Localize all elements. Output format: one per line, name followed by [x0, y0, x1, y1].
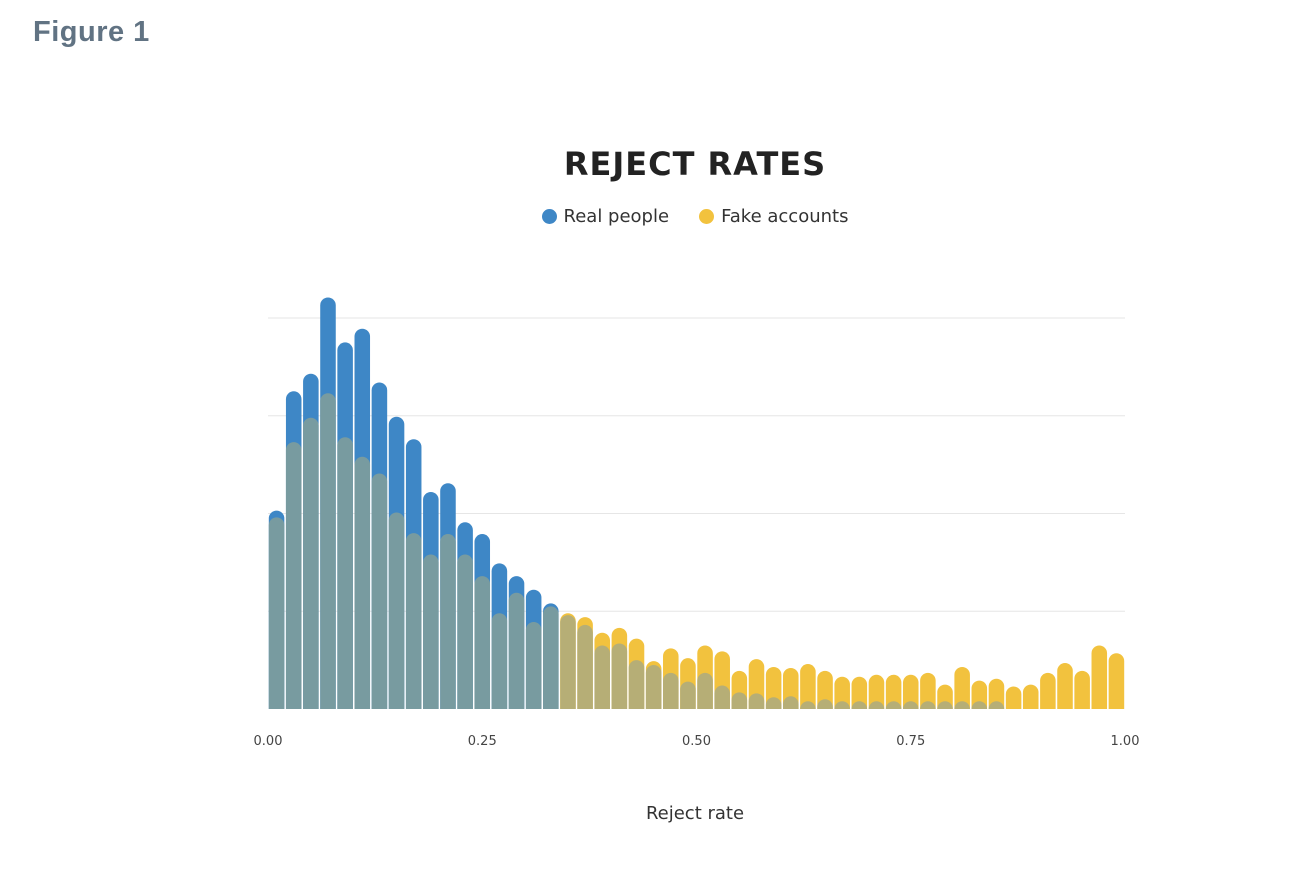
bar-real-people: [851, 701, 868, 709]
bar-fake-accounts: [1040, 672, 1056, 709]
bar-fake-accounts: [1074, 670, 1090, 709]
x-axis-label: Reject rate: [645, 803, 745, 824]
bar-real-people: [560, 615, 576, 709]
bar-real-people: [885, 701, 902, 709]
bar-real-people: [954, 701, 970, 709]
x-tick-label: 0.50: [682, 734, 711, 749]
bar-fake-accounts: [354, 456, 371, 709]
bar-fake-accounts: [405, 533, 422, 709]
chart-title: REJECT RATES: [563, 145, 827, 183]
legend-item-real[interactable]: Real people: [541, 206, 670, 227]
x-tick-label: 0.25: [468, 734, 497, 749]
bar-fake-accounts: [920, 672, 936, 709]
bar-fake-accounts: [817, 670, 833, 709]
bar-real-people: [817, 699, 833, 709]
legend-label-fake: Fake accounts: [721, 206, 849, 227]
legend-item-fake[interactable]: Fake accounts: [699, 206, 848, 227]
bar-real-people: [611, 643, 628, 709]
bar-real-people: [920, 701, 936, 709]
bar-fake-accounts: [1091, 645, 1108, 709]
bar-real-people: [645, 665, 662, 709]
x-tick-label: 0.00: [254, 734, 283, 749]
bar-real-people: [971, 701, 988, 709]
bar-real-people: [594, 645, 610, 709]
bar-fake-accounts: [268, 517, 285, 709]
bar-fake-accounts: [457, 554, 473, 709]
legend-marker-fake: [699, 209, 715, 224]
bar-fake-accounts: [371, 473, 388, 709]
bar-fake-accounts: [1108, 653, 1125, 709]
bar-real-people: [988, 701, 1005, 709]
bar-real-people: [937, 701, 953, 709]
bar-fake-accounts: [954, 666, 970, 709]
bar-fake-accounts: [508, 592, 525, 709]
bar-real-people: [902, 701, 919, 709]
bar-real-people: [680, 681, 696, 709]
bar-fake-accounts: [337, 437, 353, 709]
legend: Real people Fake accounts: [0, 206, 1300, 227]
bar-real-people: [765, 697, 782, 709]
bar-fake-accounts: [303, 417, 319, 709]
bar-fake-accounts: [1057, 663, 1073, 709]
bar-fake-accounts: [1022, 684, 1039, 709]
bar-fake-accounts: [388, 512, 405, 709]
bar-real-people: [783, 696, 799, 709]
bar-fake-accounts: [320, 393, 336, 709]
bar-real-people: [697, 672, 713, 709]
bar-fake-accounts: [423, 554, 439, 709]
bar-fake-accounts: [440, 534, 456, 709]
x-tick-label: 1.00: [1111, 734, 1140, 749]
legend-marker-real: [541, 209, 557, 224]
bar-real-people: [868, 701, 885, 709]
bar-fake-accounts: [885, 674, 902, 709]
bar-real-people: [628, 660, 645, 709]
bar-fake-accounts: [525, 622, 542, 709]
bar-fake-accounts: [543, 606, 559, 709]
bar-fake-accounts: [834, 676, 850, 709]
bar-real-people: [577, 624, 593, 709]
bar-fake-accounts: [1005, 686, 1022, 709]
bar-fake-accounts: [491, 613, 508, 709]
bar-fake-accounts: [988, 678, 1005, 709]
x-tick-label: 0.75: [896, 734, 925, 749]
bar-fake-accounts: [474, 576, 491, 709]
bar-fake-accounts: [971, 680, 988, 709]
bar-fake-accounts: [285, 442, 302, 709]
figure-label: Figure 1: [33, 16, 150, 48]
bar-real-people: [800, 701, 816, 709]
bar-real-people: [731, 692, 748, 709]
bar-fake-accounts: [902, 674, 919, 709]
bar-fake-accounts: [800, 664, 816, 709]
bar-real-people: [748, 693, 765, 709]
bar-real-people: [714, 685, 730, 709]
bar-real-people: [834, 701, 850, 709]
bar-fake-accounts: [868, 674, 885, 709]
bar-real-people: [663, 672, 679, 709]
legend-label-real: Real people: [563, 206, 670, 227]
bar-fake-accounts: [851, 676, 868, 709]
